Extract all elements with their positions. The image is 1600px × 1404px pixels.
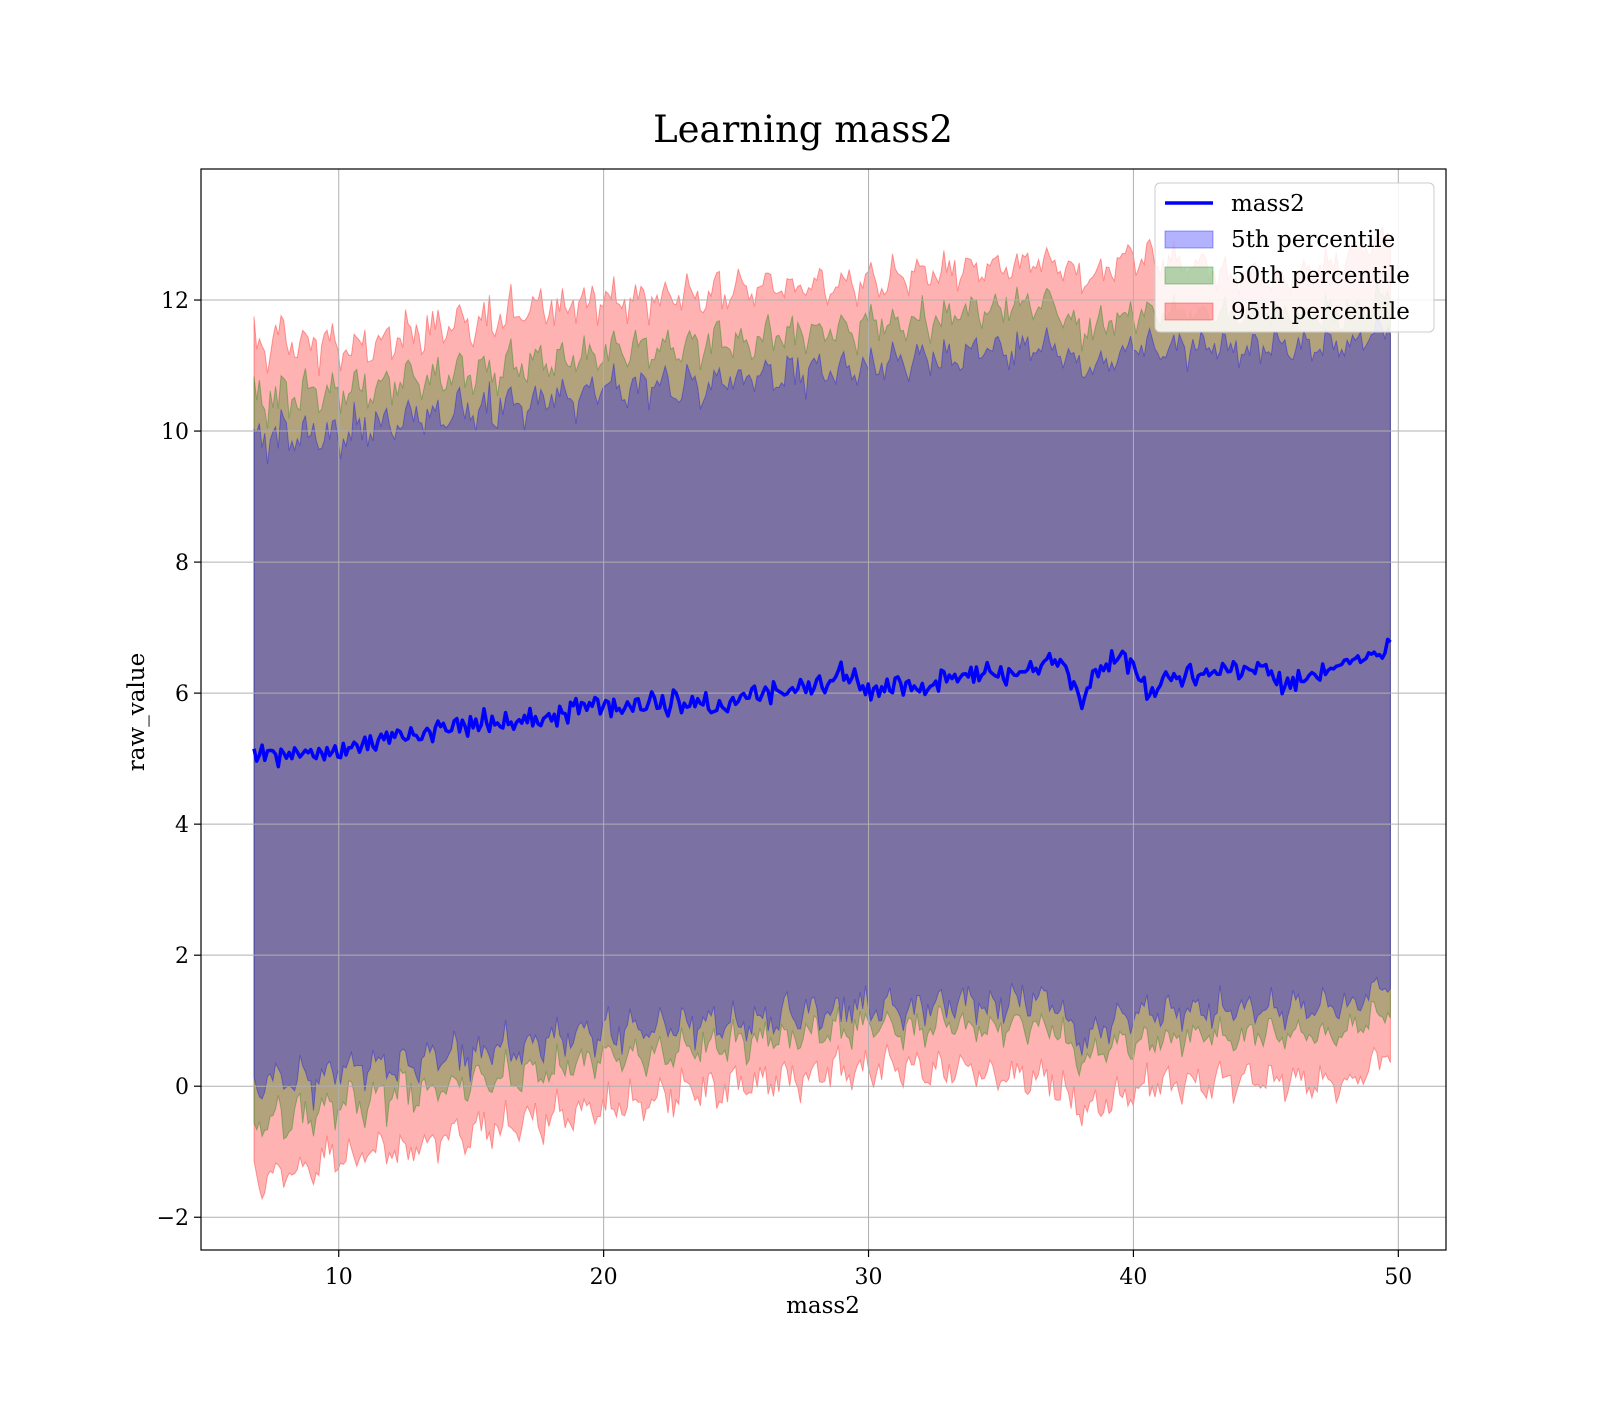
x-tick-label: 40	[1119, 1265, 1147, 1290]
band-5th-percentile	[253, 313, 1391, 1111]
legend-label-5th-percentile: 5th percentile	[1231, 227, 1395, 253]
legend-label-95th-percentile: 95th percentile	[1231, 299, 1410, 325]
legend-label-mass2: mass2	[1231, 191, 1305, 217]
y-axis-label: raw_value	[124, 653, 150, 771]
y-tick-label: −2	[157, 1206, 189, 1231]
legend-label-50th-percentile: 50th percentile	[1231, 263, 1410, 289]
y-tick-label: 12	[161, 289, 189, 314]
y-tick-label: 2	[175, 944, 189, 969]
x-axis-label: mass2	[786, 1293, 860, 1319]
legend-swatch-95th-percentile	[1164, 302, 1214, 321]
y-tick-label: 0	[175, 1075, 189, 1100]
x-tick-label: 20	[590, 1265, 618, 1290]
band-50th-percentile	[253, 279, 1391, 1140]
y-tick-label: 8	[175, 551, 189, 576]
plot-frame	[200, 168, 1447, 1251]
y-tick-label: 4	[175, 813, 189, 838]
legend-swatch-5th-percentile	[1164, 230, 1214, 249]
y-tick-label: 6	[175, 682, 189, 707]
chart-title: Learning mass2	[653, 108, 953, 151]
x-tick-label: 10	[325, 1265, 353, 1290]
plot-area: 10 20 30 40 50 −2 0 2 4 6 8 10 12	[157, 168, 1447, 1290]
series-line-mass2	[252, 637, 1392, 769]
x-tick-label: 30	[855, 1265, 883, 1290]
x-tick-label: 50	[1384, 1265, 1412, 1290]
legend-box	[1154, 182, 1435, 333]
y-tick-label: 10	[161, 420, 189, 445]
legend-swatch-50th-percentile	[1164, 266, 1214, 285]
legend: mass2 5th percentile 50th percentile 95th p…	[1154, 182, 1435, 333]
